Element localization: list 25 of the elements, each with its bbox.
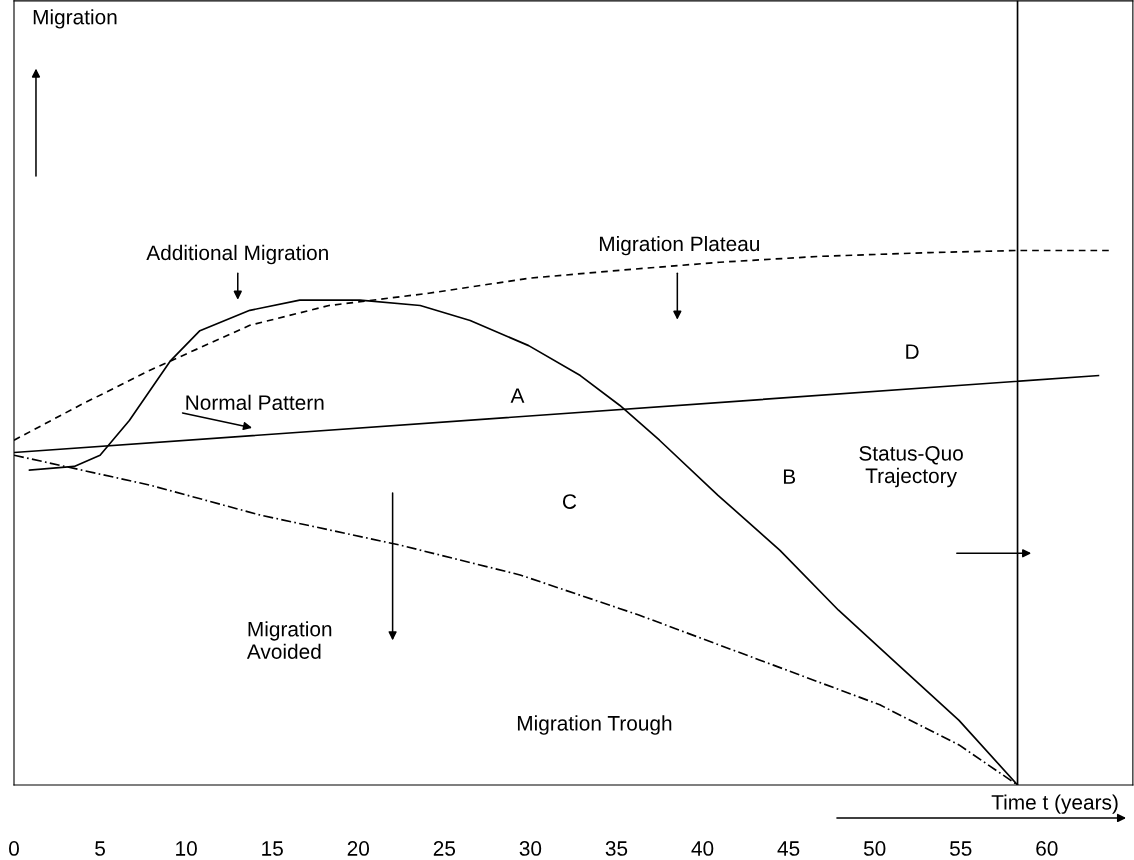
annotation: Normal Pattern xyxy=(186,394,324,411)
x-tick-label: 0 xyxy=(9,841,19,856)
annotation: Migration Plateau xyxy=(599,235,760,256)
annotation: Migration Avoided xyxy=(246,621,332,659)
x-tick-label: 20 xyxy=(347,841,370,856)
x-axis-title: Time t (years) xyxy=(991,794,1118,814)
annotation: Additional Migration xyxy=(146,244,328,265)
annotation: Status-Quo Trajectory xyxy=(859,445,963,488)
x-tick-label: 15 xyxy=(262,841,283,856)
x-tick-label: 40 xyxy=(691,841,714,856)
x-tick-label: 25 xyxy=(433,841,456,856)
annotation: D xyxy=(906,344,919,359)
text: Migration xyxy=(33,9,117,29)
x-tick-label: 50 xyxy=(863,841,886,856)
x-tick-label: 55 xyxy=(949,841,972,856)
annotation: B xyxy=(783,469,796,484)
x-tick-label: 5 xyxy=(95,841,105,856)
x-tick-label: 35 xyxy=(605,841,628,856)
x-tick-label: 10 xyxy=(176,841,197,856)
x-tick-label: 60 xyxy=(1036,841,1058,856)
annotation: C xyxy=(562,494,577,509)
annotation: Migration Trough xyxy=(517,715,672,735)
annotation: A xyxy=(510,388,525,403)
x-tick-label: 45 xyxy=(777,841,800,856)
x-tick-label: 30 xyxy=(519,841,542,856)
